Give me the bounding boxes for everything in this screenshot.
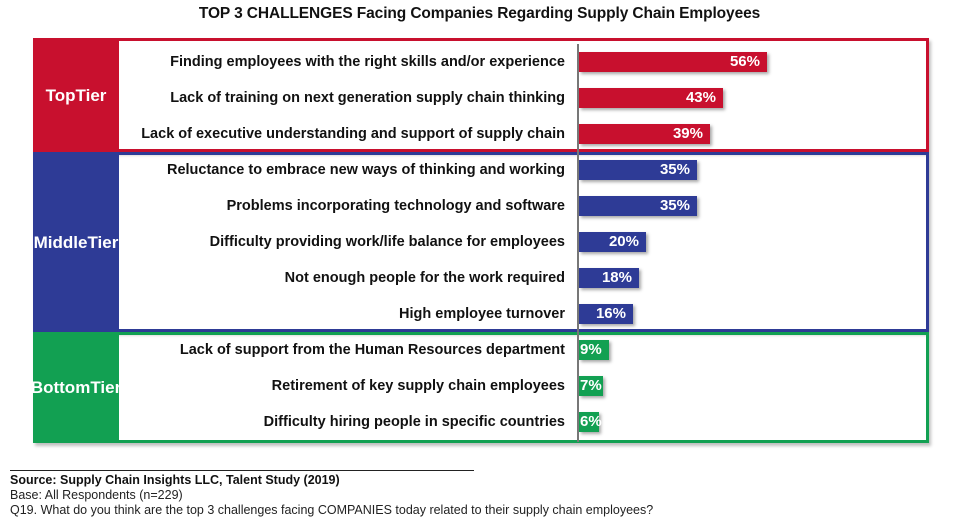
bar-row: Difficulty providing work/life balance f… <box>0 224 959 260</box>
tier-label: Middle Tier <box>33 152 119 332</box>
category-label: Finding employees with the right skills … <box>170 54 565 70</box>
bar: 35% <box>579 196 697 216</box>
bar-row: Finding employees with the right skills … <box>0 44 959 80</box>
base-text: Base: All Respondents (n=229) <box>10 488 183 502</box>
chart-title: TOP 3 CHALLENGES Facing Companies Regard… <box>198 5 761 22</box>
tier-panel: Top Tier <box>33 38 929 152</box>
bar-row: Lack of training on next generation supp… <box>0 80 959 116</box>
bar-row: Problems incorporating technology and so… <box>0 188 959 224</box>
bar: 6% <box>579 412 602 432</box>
source-text: Source: Supply Chain Insights LLC, Talen… <box>10 473 340 487</box>
bar-value-label: 6% <box>580 413 602 430</box>
bar-value-label: 18% <box>601 269 632 286</box>
bar: 20% <box>579 232 646 252</box>
category-label: Lack of support from the Human Resources… <box>179 342 565 358</box>
bar: 18% <box>579 268 639 288</box>
tier-label: Top Tier <box>33 38 119 152</box>
bar-value-label: 56% <box>729 53 760 70</box>
tier-label: Bottom Tier <box>30 332 122 443</box>
category-label: Reluctance to embrace new ways of thinki… <box>166 162 565 178</box>
question-text: Q19. What do you think are the top 3 cha… <box>10 503 654 517</box>
bar: 16% <box>579 304 633 324</box>
bar: 43% <box>579 88 723 108</box>
bar: 39% <box>579 124 710 144</box>
category-label: Problems incorporating technology and so… <box>226 198 565 214</box>
bar-value-label: 35% <box>659 161 690 178</box>
tier-panel: Middle Tier <box>33 152 929 332</box>
bar-value-label: 43% <box>685 89 716 106</box>
bar-value-label: 20% <box>608 233 639 250</box>
category-label: Difficulty providing work/life balance f… <box>209 234 565 250</box>
source-divider <box>10 470 474 471</box>
category-label: Not enough people for the work required <box>284 270 565 286</box>
tier-label-line2: Tier <box>90 378 122 397</box>
tier-label-line1: Top <box>45 85 76 105</box>
category-label: Lack of training on next generation supp… <box>170 90 565 106</box>
bar: 9% <box>579 340 609 360</box>
bar-value-label: 9% <box>580 341 602 358</box>
bar-row: Retirement of key supply chain employees… <box>0 368 959 404</box>
tier-label-line1: Bottom <box>30 378 91 397</box>
bar-value-label: 39% <box>672 125 703 142</box>
bar-row: Lack of executive understanding and supp… <box>0 116 959 152</box>
category-label: High employee turnover <box>399 306 565 322</box>
category-label: Difficulty hiring people in specific cou… <box>263 414 565 430</box>
bar: 35% <box>579 160 697 180</box>
bar-row: Reluctance to embrace new ways of thinki… <box>0 152 959 188</box>
bar-row: Difficulty hiring people in specific cou… <box>0 404 959 440</box>
category-label: Lack of executive understanding and supp… <box>141 126 565 142</box>
tier-label-line2: Tier <box>87 232 119 252</box>
bar-row: Lack of support from the Human Resources… <box>0 332 959 368</box>
bar-row: Not enough people for the work required 1… <box>0 260 959 296</box>
tier-label-line1: Middle <box>33 232 88 252</box>
bar-value-label: 35% <box>659 197 690 214</box>
bar: 7% <box>579 376 603 396</box>
tier-panel: Bottom Tier <box>30 332 929 443</box>
bar: 56% <box>579 52 767 72</box>
value-axis-line <box>577 44 579 442</box>
category-label: Retirement of key supply chain employees <box>271 378 565 394</box>
bar-row: High employee turnover 16% <box>0 296 959 332</box>
bar-value-label: 16% <box>595 305 626 322</box>
bar-value-label: 7% <box>580 377 602 394</box>
tier-label-line2: Tier <box>75 85 107 105</box>
